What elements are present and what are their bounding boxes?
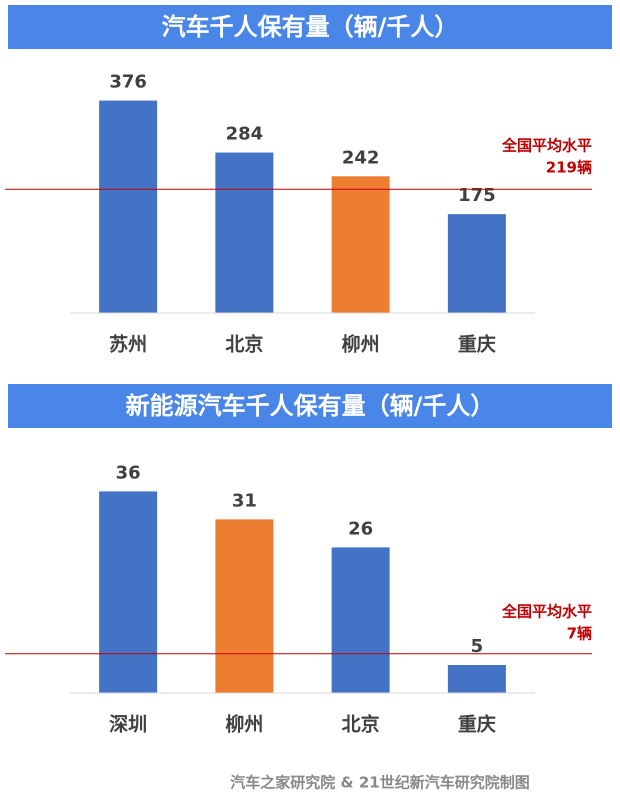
title-band [8, 384, 612, 428]
value-label: 26 [348, 518, 373, 539]
x-tick-label: 深圳 [109, 713, 147, 736]
value-label: 31 [232, 490, 257, 511]
bar [331, 547, 390, 693]
value-label: 5 [471, 636, 484, 657]
bar [215, 519, 274, 693]
value-label: 242 [342, 147, 380, 168]
bar [447, 214, 506, 313]
x-tick-label: 北京 [225, 333, 263, 356]
reference-value-label: 219辆 [546, 159, 592, 177]
x-tick-label: 苏州 [109, 333, 147, 356]
chart-title: 新能源汽车千人保有量（辆/千人） [126, 392, 495, 420]
bar [99, 491, 158, 693]
reference-label: 全国平均水平 [501, 137, 592, 155]
value-label: 175 [458, 185, 496, 206]
x-tick-label: 重庆 [458, 713, 496, 736]
source-note: 汽车之家研究院 & 21世纪新汽车研究院制图 [230, 774, 529, 792]
value-label: 284 [226, 124, 264, 145]
bar [447, 665, 506, 693]
title-band [8, 5, 612, 49]
reference-value-label: 7辆 [567, 625, 592, 643]
reference-label: 全国平均水平 [501, 603, 592, 621]
bar [99, 100, 158, 313]
x-tick-label: 重庆 [458, 333, 496, 356]
x-tick-label: 柳州 [225, 713, 263, 736]
value-label: 36 [116, 462, 141, 483]
bar [215, 152, 274, 313]
value-label: 376 [109, 72, 147, 93]
bar [331, 176, 390, 313]
x-tick-label: 北京 [342, 713, 380, 736]
x-tick-label: 柳州 [342, 333, 380, 356]
chart-title: 汽车千人保有量（辆/千人） [162, 13, 459, 41]
